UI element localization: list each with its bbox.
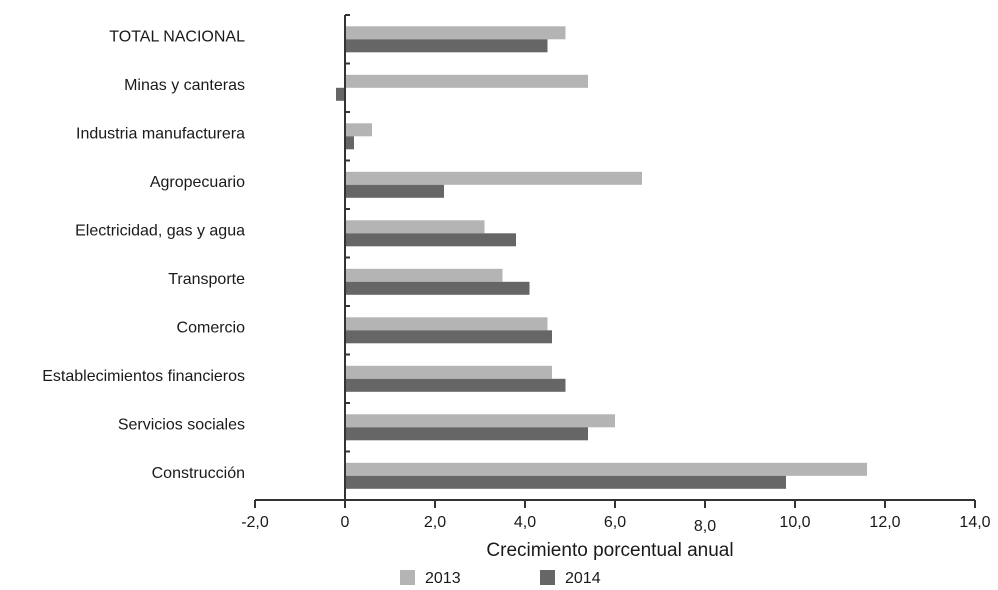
legend-label-2014: 2014 (565, 570, 601, 587)
category-label: Agropecuario (150, 174, 245, 191)
bar-2013-1 (345, 74, 588, 88)
category-label: Comercio (177, 320, 246, 337)
category-label: Servicios sociales (118, 417, 245, 434)
bar-2013-5 (345, 268, 503, 282)
x-tick-label: -2,0 (241, 514, 269, 531)
axes-layer (254, 14, 976, 508)
labels-layer: TOTAL NACIONAL Minas y canteras Industria … (42, 29, 990, 535)
bar-2014-7 (345, 378, 566, 392)
category-label: TOTAL NACIONAL (109, 29, 245, 46)
x-tick-label: 10,0 (779, 514, 810, 531)
bar-2013-4 (345, 220, 485, 234)
category-label: Industria manufacturera (76, 126, 245, 143)
bar-2014-4 (345, 233, 516, 247)
bar-2014-2 (345, 136, 354, 150)
legend-swatch-2014 (540, 570, 555, 585)
legend-label-2013: 2013 (425, 570, 461, 587)
bar-2013-8 (345, 414, 615, 428)
category-label: Minas y canteras (124, 77, 245, 94)
x-tick-label: 2,0 (424, 514, 446, 531)
bar-2014-8 (345, 427, 588, 441)
bar-2014-1 (336, 87, 345, 101)
x-tick-label: 4,0 (514, 514, 536, 531)
bar-2014-0 (345, 39, 548, 53)
legend: 2013 2014 (400, 570, 601, 587)
bar-2014-6 (345, 330, 552, 344)
bar-2014-9 (345, 475, 786, 489)
category-label: Transporte (168, 271, 245, 288)
legend-swatch-2013 (400, 570, 415, 585)
x-axis-title: Crecimiento porcentual anual (486, 540, 733, 561)
x-tick-label: 0 (341, 514, 350, 531)
x-tick-label: 12,0 (869, 514, 900, 531)
x-tick-label: 14,0 (959, 514, 990, 531)
bar-2013-9 (345, 462, 867, 476)
bar-2013-3 (345, 171, 642, 185)
category-label: Construcción (152, 465, 245, 482)
x-tick-label: 6,0 (604, 514, 626, 531)
category-label: Electricidad, gas y agua (75, 223, 245, 240)
bar-2014-3 (345, 184, 444, 198)
bar-2014-5 (345, 281, 530, 295)
bar-2013-0 (345, 26, 566, 40)
bars-layer (336, 26, 867, 489)
category-label: Establecimientos financieros (42, 368, 245, 385)
x-tick-label: 8,0 (694, 518, 716, 535)
bar-2013-7 (345, 365, 552, 379)
bar-2013-2 (345, 123, 372, 137)
bar-2013-6 (345, 317, 548, 331)
